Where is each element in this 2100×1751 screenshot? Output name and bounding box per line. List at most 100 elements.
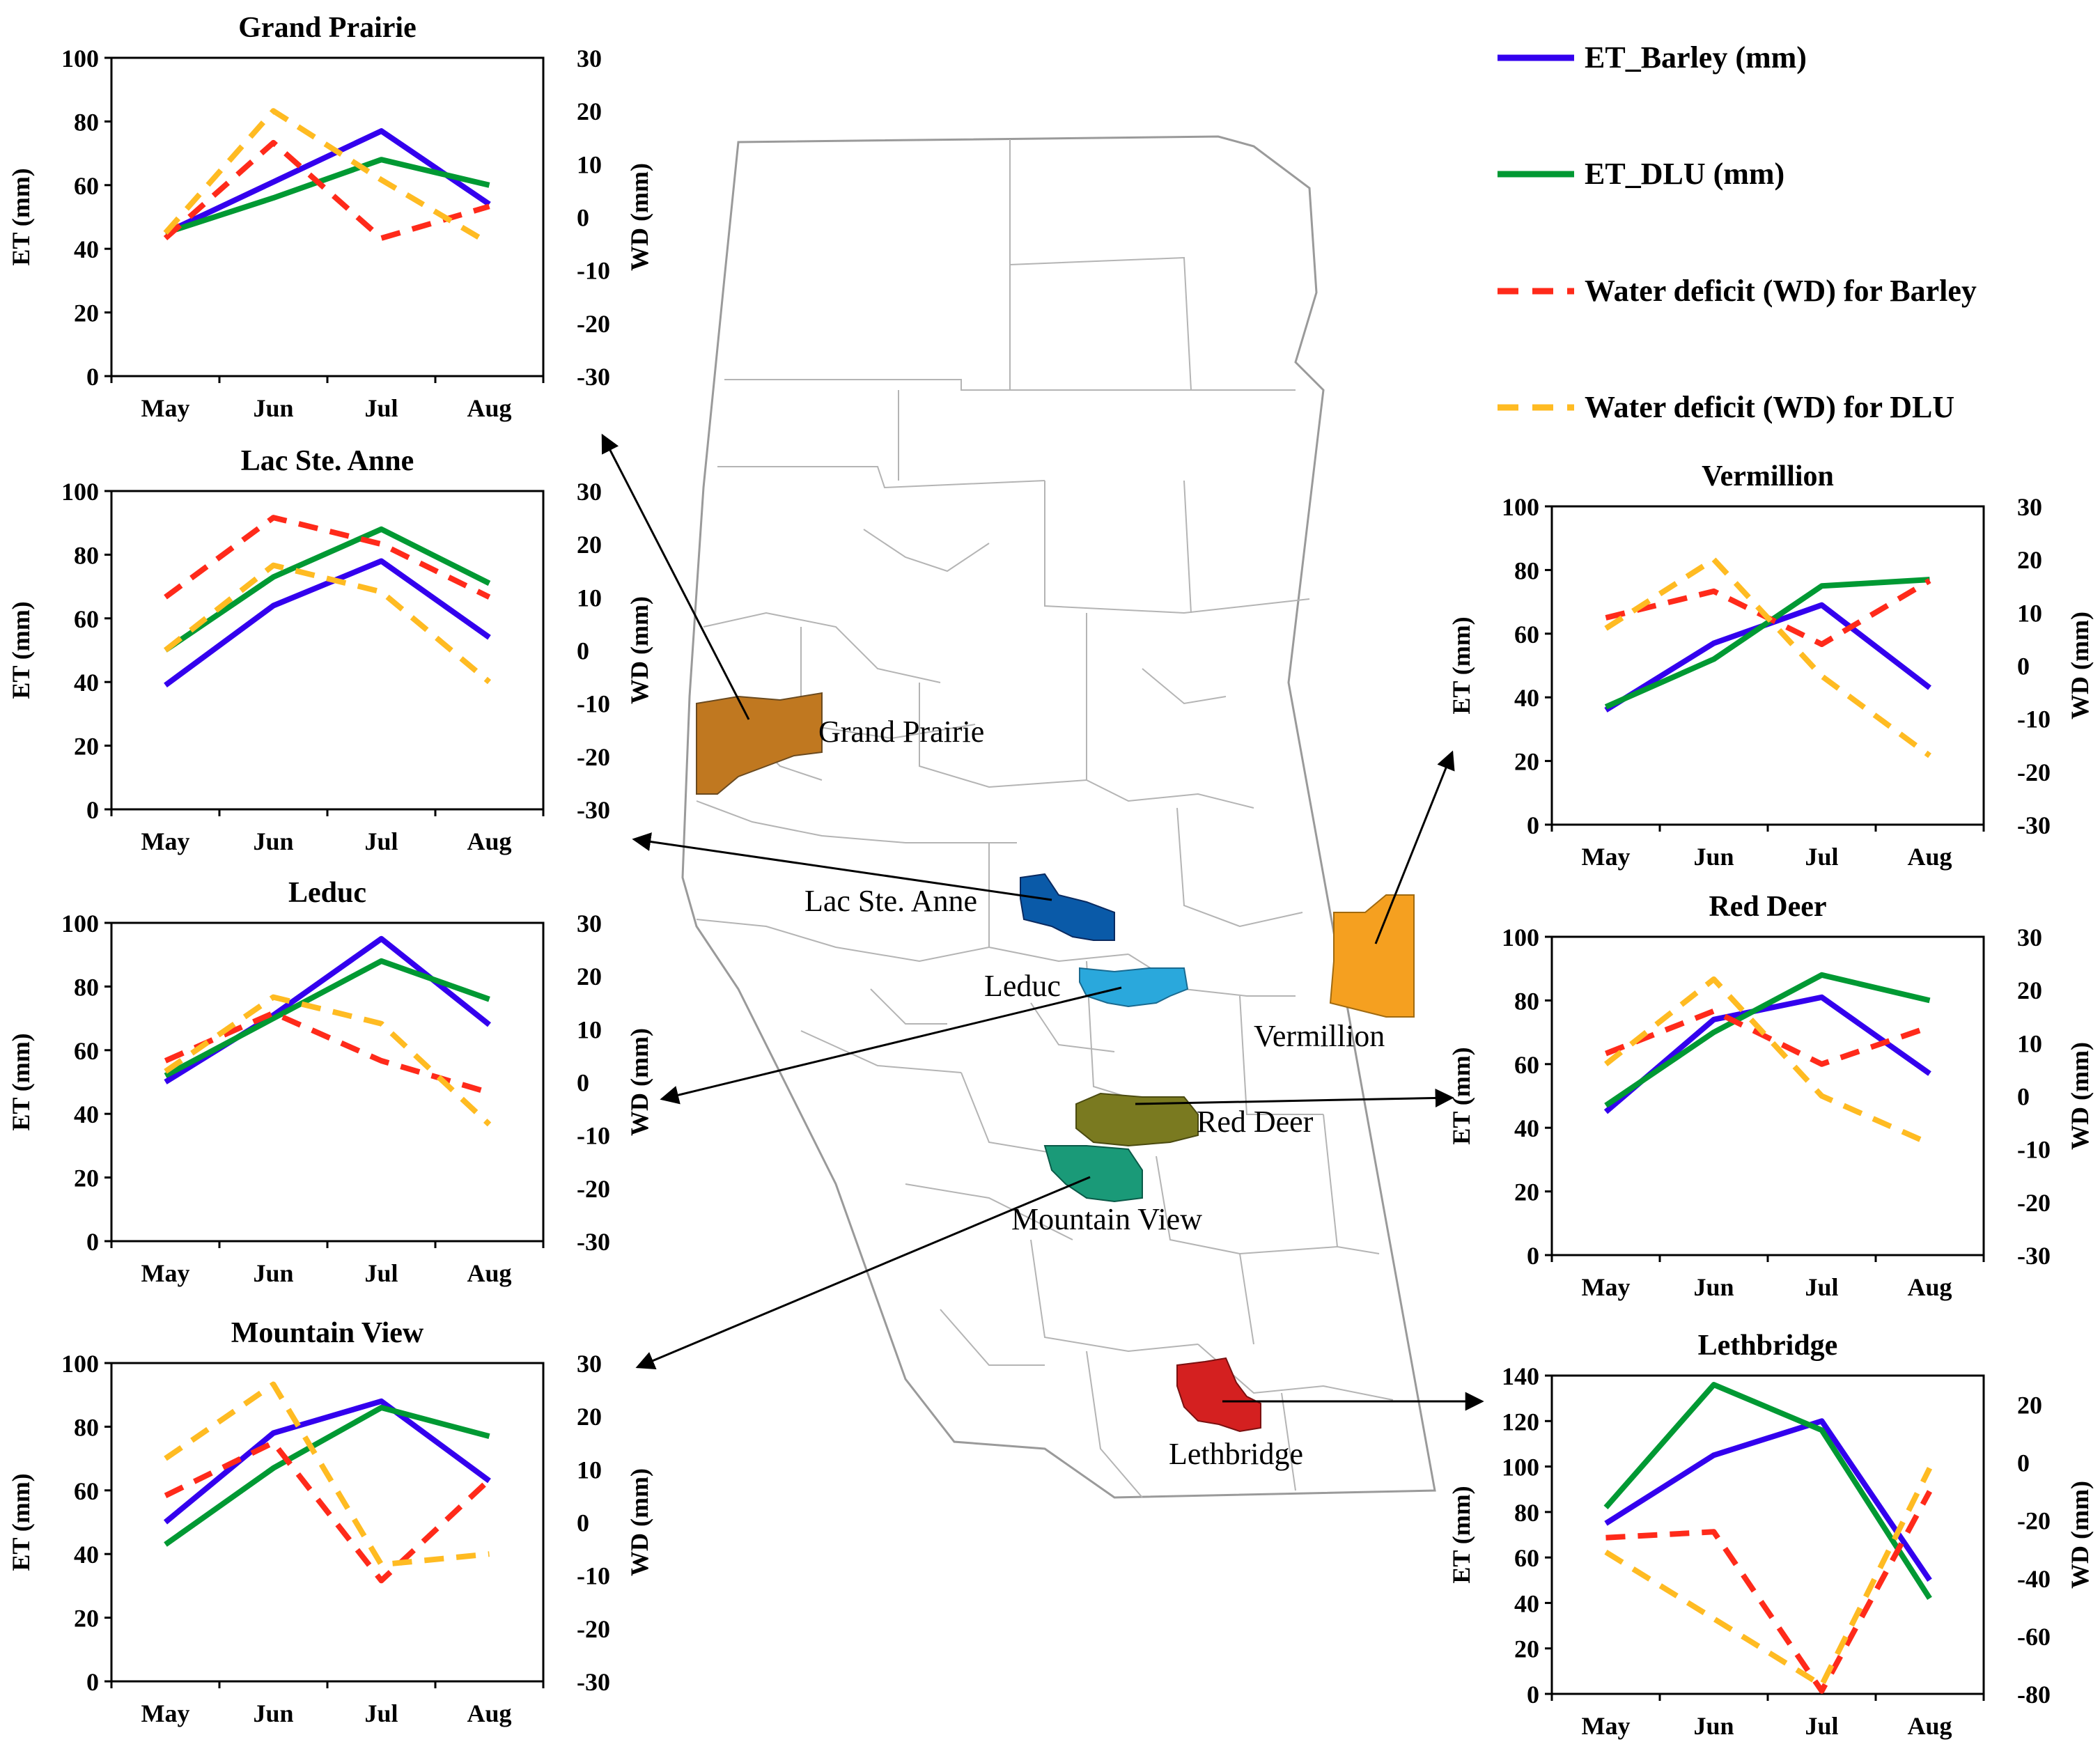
y2-tick-label: -80 (2017, 1681, 2051, 1709)
y2-tick-label: -30 (577, 1668, 610, 1696)
y-tick-label: 0 (1527, 811, 1539, 839)
chart-title: Lac Ste. Anne (241, 445, 414, 477)
line-wd-barley (164, 515, 491, 600)
x-tick-label: Jul (364, 1259, 398, 1287)
x-tick-label: Aug (1907, 843, 1952, 871)
y-tick-label: 40 (1514, 1114, 1539, 1142)
province-outline (681, 135, 1436, 1499)
x-tick-label: Aug (467, 1259, 511, 1287)
chart-leduc: Leduc 0 20 40 60 80 100 -30 -20 -10 0 10 20 30 May Jun J… (7, 877, 653, 1287)
x-tick-label: Aug (467, 827, 511, 855)
y-tick-label: 20 (74, 299, 99, 327)
y2-tick-label: -30 (577, 1228, 610, 1256)
county-leduc (1079, 967, 1189, 1008)
x-tick-label: Jun (1693, 1712, 1734, 1740)
y-tick-label: 100 (1502, 1454, 1539, 1481)
y2-tick-label: 0 (577, 204, 589, 232)
county-lethbridge (1176, 1357, 1261, 1433)
y-tick-label: 60 (74, 1477, 99, 1505)
y2-tick-label: -10 (577, 1562, 610, 1590)
line-et-barley (164, 935, 491, 1084)
x-tick-label: Jun (1693, 843, 1734, 871)
y-tick-label: 40 (1514, 1589, 1539, 1617)
y-tick-label: 120 (1502, 1408, 1539, 1435)
y2-tick-label: 20 (577, 1403, 602, 1431)
line-wd-dlu (164, 994, 492, 1127)
line-et-dlu (164, 1405, 490, 1547)
y2-tick-label: 10 (2017, 1029, 2042, 1057)
legend-label: ET_DLU (mm) (1585, 157, 1784, 191)
chart-grand-prairie: Grand Prairie 0 20 40 60 80 100 -30 -20 -10 0 10 20 3… (7, 12, 653, 422)
x-tick-label: May (141, 827, 190, 855)
y-tick-label: 80 (74, 108, 99, 136)
arrow-vermillion (1374, 750, 1455, 944)
x-tick-label: May (1582, 1273, 1631, 1301)
x-tick-label: Aug (1907, 1273, 1952, 1301)
y2-tick-label: 0 (2017, 653, 2030, 680)
line-et-dlu (1603, 1382, 1932, 1601)
y2-tick-label: 10 (577, 584, 602, 612)
y-tick-label: 60 (1514, 1544, 1539, 1572)
line-wd-barley (164, 1440, 492, 1584)
map-label-grand-prairie: Grand Prairie (818, 715, 984, 749)
chart-title: Leduc (288, 877, 366, 909)
y2-tick-label: -30 (2017, 811, 2051, 839)
y-tick-label: 40 (74, 1100, 99, 1128)
legend-item-et-barley: ET_Barley (mm) (1498, 40, 1807, 75)
y-tick-label: 60 (74, 605, 99, 633)
chart-title: Mountain View (231, 1317, 424, 1349)
y2-axis-label: WD (mm) (2066, 1481, 2094, 1589)
y2-tick-label: 30 (577, 1350, 602, 1378)
chart-mountain-view: Mountain View 0 20 40 60 80 100 -30 -20 -10 0 10 20 3… (7, 1317, 653, 1727)
y-tick-label: 100 (61, 45, 99, 72)
x-tick-label: Jul (364, 1699, 398, 1727)
county-boundaries (696, 139, 1394, 1498)
x-tick-label: May (1582, 1712, 1631, 1740)
arrow-leduc (660, 986, 1122, 1105)
x-tick-label: Jul (1805, 1712, 1838, 1740)
y2-tick-label: 10 (2017, 599, 2042, 627)
y2-tick-label: -20 (577, 1175, 610, 1203)
x-tick-label: Aug (467, 1699, 511, 1727)
y2-tick-label: 30 (577, 45, 602, 72)
y2-tick-label: -10 (2017, 1136, 2051, 1164)
y-axis-label: ET (mm) (1447, 1047, 1475, 1144)
legend-item-wd-barley: Water deficit (WD) for Barley (1498, 274, 1977, 308)
y-tick-label: 80 (1514, 1499, 1539, 1527)
y-tick-label: 80 (1514, 557, 1539, 584)
y2-tick-label: -60 (2017, 1623, 2051, 1651)
y2-tick-label: -10 (577, 690, 610, 718)
y2-tick-label: 0 (577, 1509, 589, 1537)
y-tick-label: 100 (61, 478, 99, 506)
y2-axis-label: WD (mm) (2066, 612, 2094, 719)
y-axis-label: ET (mm) (7, 1473, 35, 1571)
y2-tick-label: 0 (2017, 1449, 2030, 1477)
x-tick-label: Jun (253, 394, 293, 422)
map-label-vermillion: Vermillion (1254, 1019, 1385, 1053)
y-tick-label: 100 (61, 1350, 99, 1378)
chart-title: Red Deer (1709, 891, 1826, 923)
x-tick-label: Jun (253, 1699, 293, 1727)
y2-tick-label: 20 (2017, 546, 2042, 574)
y2-tick-label: 20 (577, 531, 602, 559)
chart-panels: Grand Prairie020406080100-30-20-10010203… (7, 12, 2094, 1740)
arrow-mountain-view (635, 1176, 1091, 1370)
y-tick-label: 20 (1514, 748, 1539, 776)
y-tick-label: 40 (74, 669, 99, 696)
y-tick-label: 80 (74, 973, 99, 1001)
y2-tick-label: 10 (577, 1456, 602, 1484)
x-tick-label: Jun (1693, 1273, 1734, 1301)
x-tick-label: May (1582, 843, 1631, 871)
y2-tick-label: 10 (577, 1015, 602, 1043)
y2-tick-label: 10 (577, 150, 602, 178)
y2-tick-label: 30 (2017, 493, 2042, 521)
map-label-leduc: Leduc (984, 969, 1061, 1003)
chart-title: Grand Prairie (238, 12, 416, 44)
line-wd-barley (164, 1010, 490, 1096)
y-tick-label: 100 (61, 910, 99, 937)
y-tick-label: 0 (86, 1668, 99, 1696)
county-vermillion (1329, 894, 1415, 1018)
legend-label: Water deficit (WD) for Barley (1585, 274, 1977, 308)
county-red-deer (1075, 1092, 1199, 1147)
